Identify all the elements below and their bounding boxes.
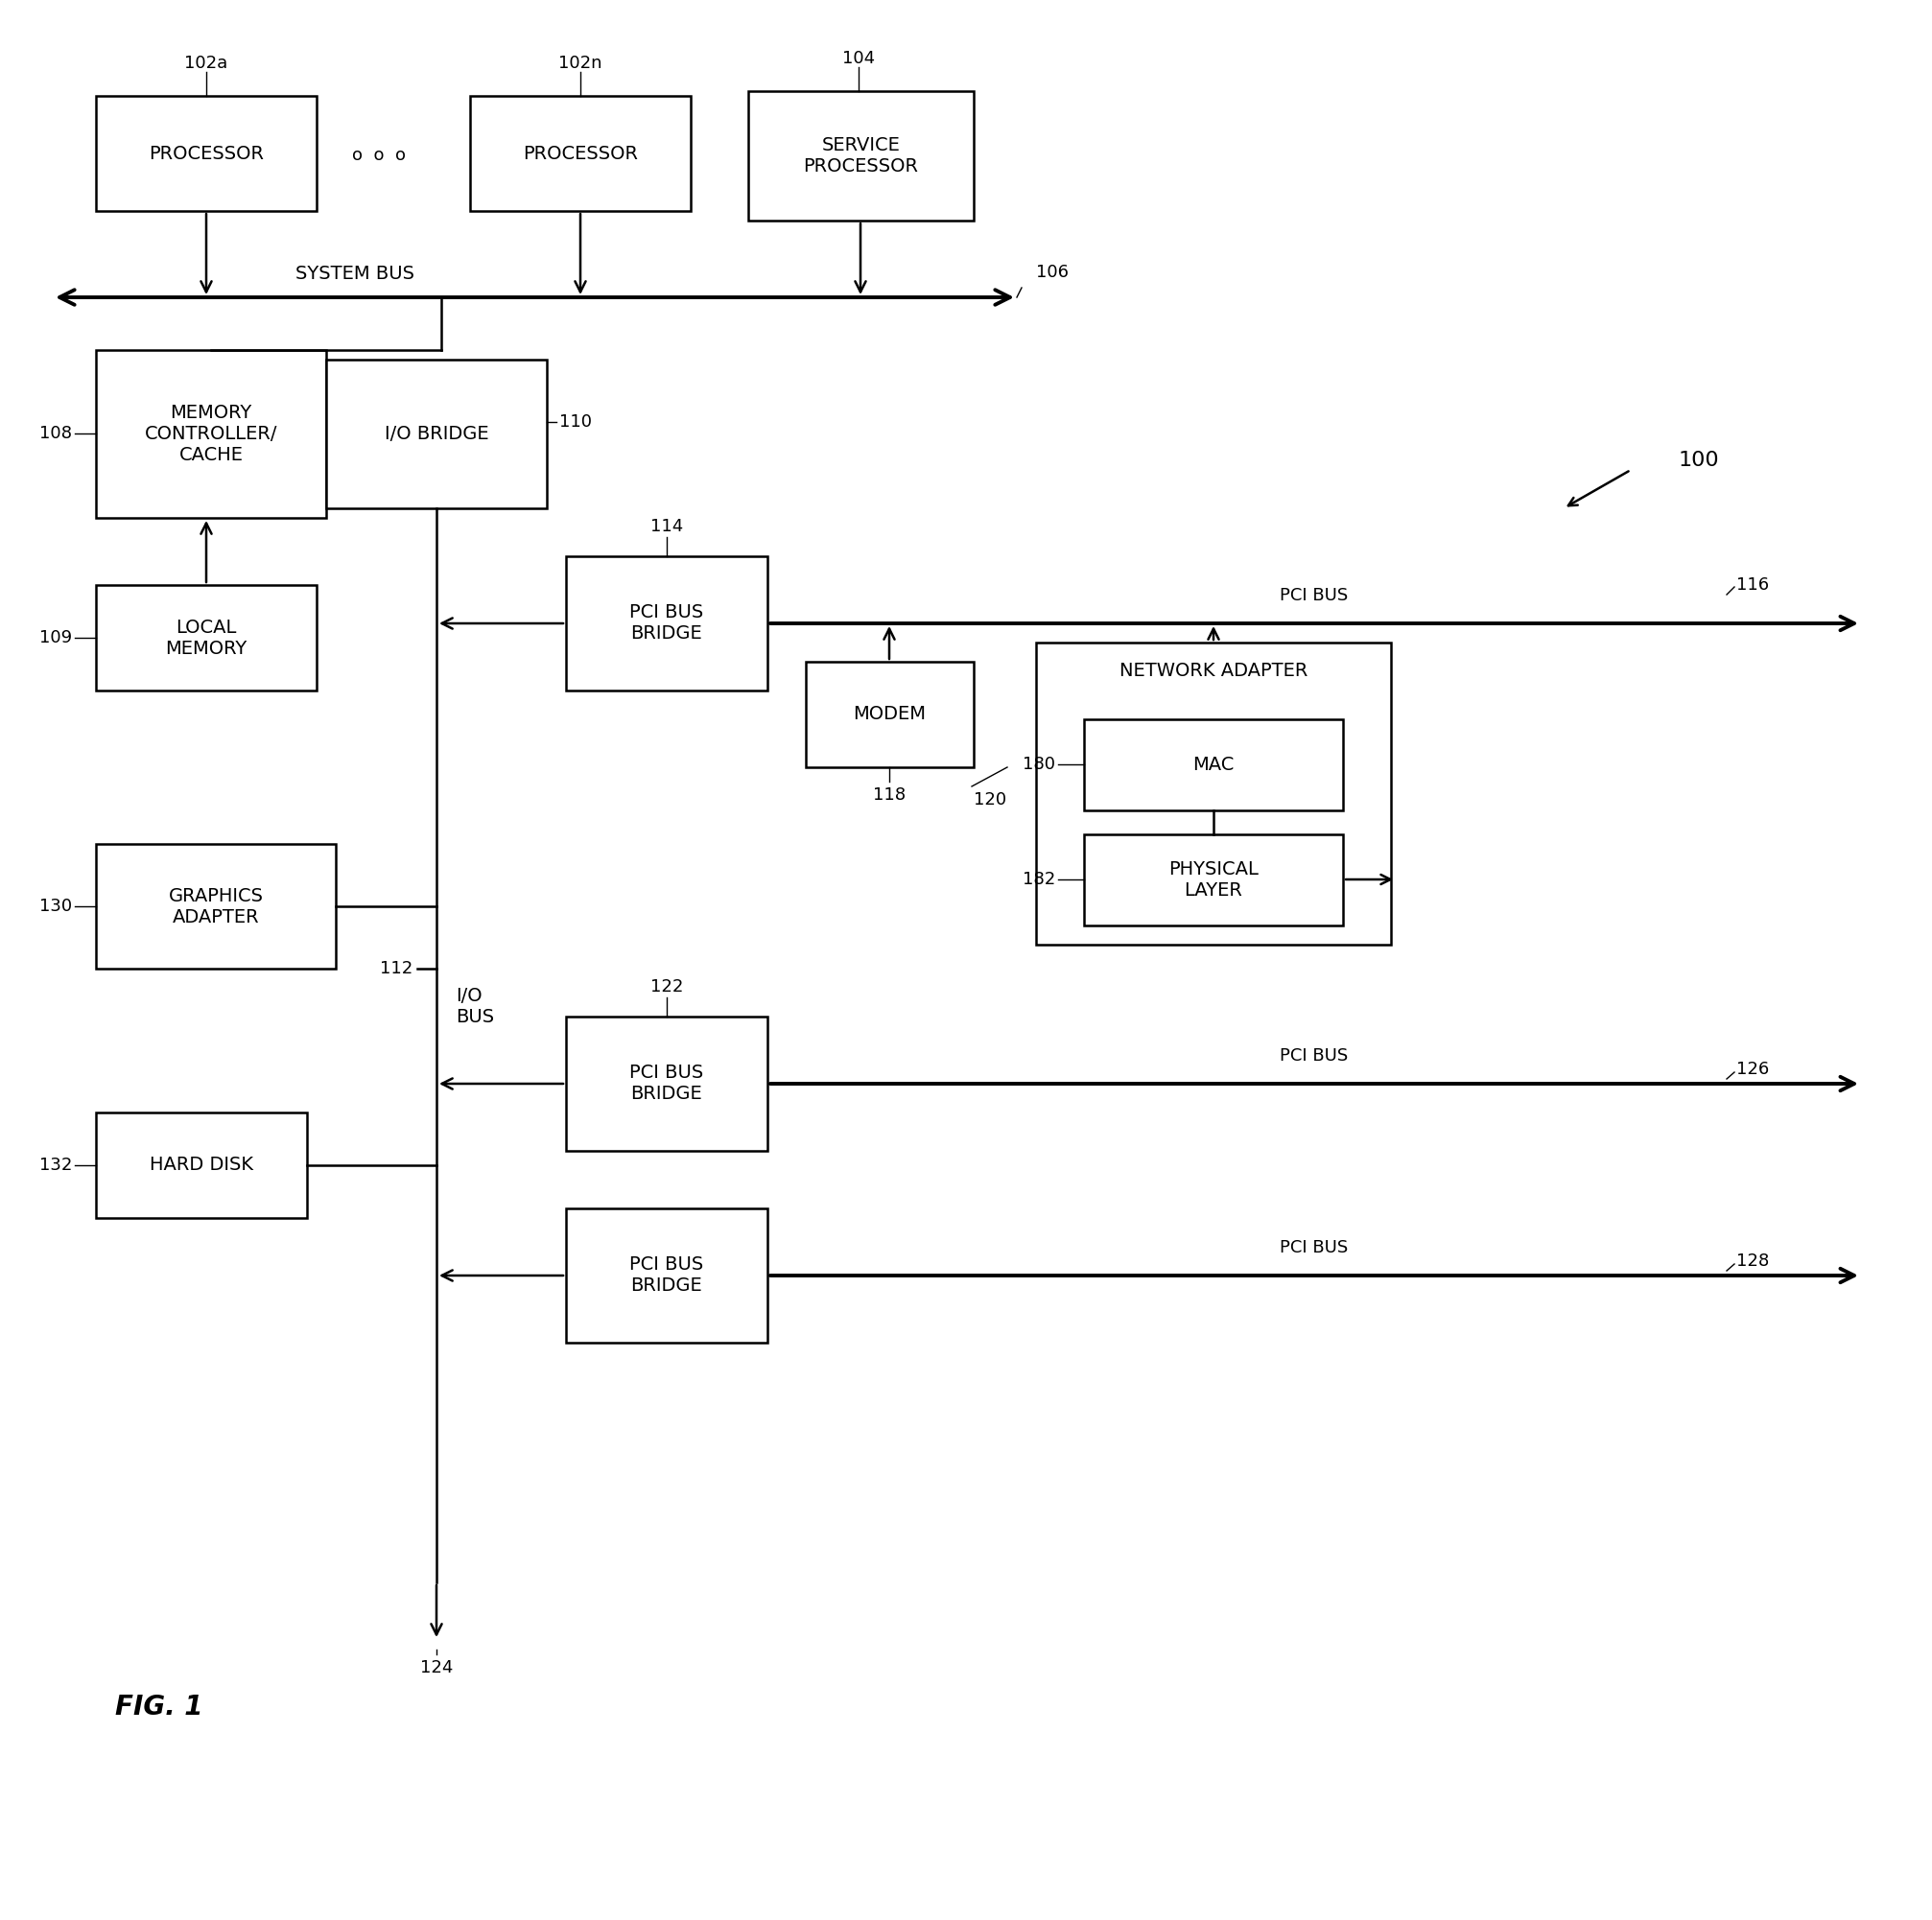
Bar: [97, 586, 317, 691]
Text: 128: 128: [1735, 1252, 1768, 1269]
Text: PROCESSOR: PROCESSOR: [149, 144, 263, 163]
Text: o  o  o: o o o: [352, 146, 406, 163]
Text: PCI BUS: PCI BUS: [1279, 588, 1349, 605]
Bar: [1084, 720, 1343, 810]
Text: MEMORY
CONTROLLER/
CACHE: MEMORY CONTROLLER/ CACHE: [145, 403, 278, 465]
Text: 180: 180: [1022, 756, 1055, 774]
Text: 102a: 102a: [184, 54, 228, 71]
Bar: [1036, 643, 1391, 945]
Bar: [566, 1016, 767, 1150]
Text: PCI BUS: PCI BUS: [1279, 1046, 1349, 1064]
Bar: [806, 662, 974, 768]
Text: I/O
BUS: I/O BUS: [456, 987, 495, 1027]
Text: SYSTEM BUS: SYSTEM BUS: [296, 265, 413, 282]
Bar: [97, 1112, 307, 1217]
Text: SERVICE
PROCESSOR: SERVICE PROCESSOR: [804, 136, 918, 175]
Text: 130: 130: [39, 899, 71, 916]
Bar: [1084, 835, 1343, 925]
Text: 110: 110: [558, 413, 591, 430]
Text: 114: 114: [649, 518, 682, 536]
Text: 104: 104: [842, 50, 875, 67]
Text: FIG. 1: FIG. 1: [116, 1693, 203, 1720]
Bar: [469, 96, 690, 211]
Text: I/O BRIDGE: I/O BRIDGE: [384, 424, 489, 444]
Bar: [748, 90, 974, 221]
Text: MAC: MAC: [1192, 756, 1235, 774]
Text: 116: 116: [1735, 576, 1768, 593]
Text: PCI BUS
BRIDGE: PCI BUS BRIDGE: [630, 1064, 703, 1104]
Text: LOCAL
MEMORY: LOCAL MEMORY: [166, 618, 247, 657]
Text: 112: 112: [379, 960, 412, 977]
Text: PCI BUS
BRIDGE: PCI BUS BRIDGE: [630, 1256, 703, 1296]
Text: GRAPHICS
ADAPTER: GRAPHICS ADAPTER: [168, 887, 263, 925]
Text: 132: 132: [39, 1156, 71, 1173]
Text: 106: 106: [1036, 263, 1068, 280]
Bar: [327, 359, 547, 509]
Bar: [97, 845, 336, 968]
Text: 122: 122: [649, 977, 682, 995]
Bar: [566, 1208, 767, 1342]
Text: 124: 124: [419, 1659, 452, 1676]
Text: PCI BUS
BRIDGE: PCI BUS BRIDGE: [630, 603, 703, 643]
Text: 102n: 102n: [558, 54, 603, 71]
Text: 120: 120: [974, 791, 1007, 808]
Bar: [97, 96, 317, 211]
Bar: [97, 349, 327, 518]
Text: 109: 109: [39, 630, 71, 647]
Text: 108: 108: [39, 424, 71, 442]
Text: PCI BUS: PCI BUS: [1279, 1238, 1349, 1256]
Text: MODEM: MODEM: [852, 705, 925, 724]
Text: 100: 100: [1677, 451, 1719, 470]
Text: PROCESSOR: PROCESSOR: [522, 144, 638, 163]
Text: 126: 126: [1735, 1060, 1768, 1077]
Text: PHYSICAL
LAYER: PHYSICAL LAYER: [1167, 860, 1258, 900]
Text: 118: 118: [873, 787, 906, 804]
Text: HARD DISK: HARD DISK: [149, 1156, 253, 1175]
Text: 182: 182: [1022, 872, 1055, 889]
Text: NETWORK ADAPTER: NETWORK ADAPTER: [1119, 662, 1308, 680]
Bar: [566, 557, 767, 691]
